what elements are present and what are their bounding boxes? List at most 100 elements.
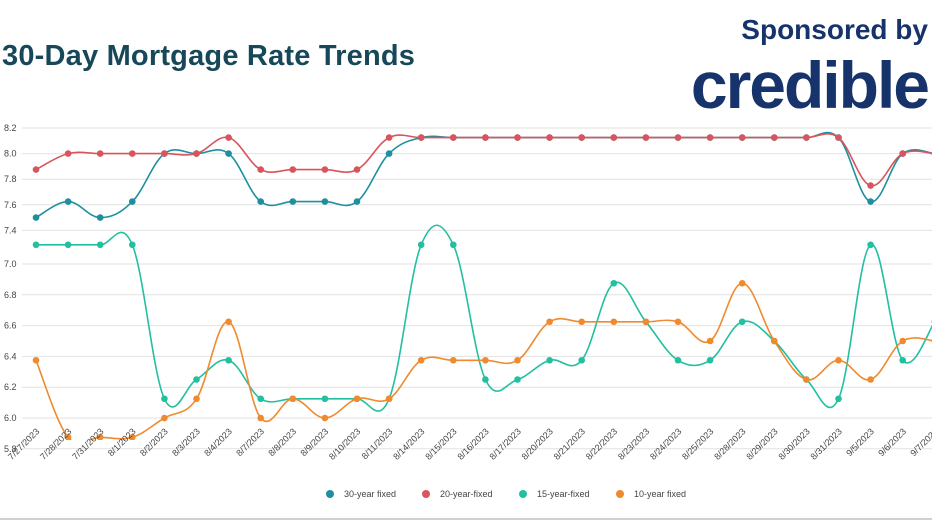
data-point — [899, 337, 906, 345]
data-point — [32, 214, 40, 221]
data-point — [514, 376, 521, 383]
data-point — [835, 134, 842, 141]
x-tick-label: 8/24/2023 — [648, 426, 683, 461]
data-point — [546, 134, 553, 141]
data-point — [385, 134, 393, 141]
data-point — [867, 241, 874, 249]
y-tick-label: 8.2 — [4, 123, 17, 133]
legend-label: 10-year fixed — [634, 489, 686, 499]
data-point — [674, 318, 682, 326]
data-point — [96, 214, 104, 221]
data-point — [610, 279, 618, 287]
data-point — [321, 395, 329, 403]
y-tick-label: 6.8 — [4, 290, 17, 300]
x-tick-label: 9/6/2023 — [876, 426, 908, 458]
data-point — [225, 134, 232, 141]
data-point — [417, 356, 425, 364]
x-tick-label: 8/21/2023 — [552, 426, 587, 461]
series-line — [35, 133, 932, 187]
x-tick-label: 9/7/2023 — [908, 426, 932, 458]
data-point — [803, 134, 810, 141]
x-tick-label: 8/22/2023 — [584, 426, 619, 461]
x-tick-label: 7/28/2023 — [38, 426, 73, 461]
data-point — [225, 318, 232, 326]
x-tick-label: 8/31/2023 — [809, 426, 844, 461]
x-tick-label: 8/23/2023 — [616, 426, 651, 461]
data-point — [385, 150, 393, 157]
data-point — [899, 150, 906, 157]
x-tick-label: 8/15/2023 — [423, 426, 458, 461]
data-point — [738, 318, 746, 326]
x-tick-label: 8/7/2023 — [234, 426, 266, 458]
data-point — [867, 376, 874, 383]
legend-label: 15-year-fixed — [537, 489, 590, 499]
data-point — [321, 166, 329, 173]
x-tick-label: 8/17/2023 — [488, 426, 523, 461]
data-point — [546, 356, 553, 364]
data-point — [257, 198, 265, 205]
data-point — [610, 134, 618, 141]
legend-label: 30-year fixed — [344, 489, 396, 499]
x-tick-label: 7/31/2023 — [70, 426, 105, 461]
y-tick-label: 6.4 — [4, 351, 17, 361]
x-tick-label: 8/10/2023 — [327, 426, 362, 461]
data-point — [353, 395, 361, 403]
series-line — [36, 224, 932, 412]
data-point — [803, 376, 810, 383]
data-point — [32, 241, 40, 249]
data-point — [867, 182, 874, 189]
legend-label: 20-year-fixed — [440, 489, 493, 499]
data-point — [578, 134, 585, 141]
data-point — [417, 134, 425, 141]
data-point — [96, 150, 104, 157]
data-point — [64, 198, 72, 205]
data-point — [289, 395, 297, 403]
sponsor-text: Sponsored by — [741, 14, 928, 45]
legend-marker — [616, 490, 624, 498]
data-point — [450, 241, 457, 249]
data-point — [482, 356, 489, 364]
legend-marker — [422, 490, 430, 498]
data-point — [450, 134, 457, 141]
data-point — [353, 166, 361, 173]
x-tick-label: 8/11/2023 — [360, 426, 395, 461]
data-point — [32, 356, 40, 364]
series-15-year-fixed — [32, 224, 932, 412]
data-point — [514, 134, 521, 141]
x-tick-label: 8/25/2023 — [680, 426, 715, 461]
series-line — [35, 282, 932, 440]
data-point — [674, 356, 682, 364]
brand-logo: credible — [690, 48, 930, 122]
data-point — [578, 356, 585, 364]
y-tick-label: 5.8 — [4, 444, 17, 454]
y-tick-label: 6.2 — [4, 382, 17, 392]
data-point — [482, 134, 489, 141]
chart-title: 30-Day Mortgage Rate Trends — [2, 40, 416, 72]
legend-marker — [326, 490, 334, 498]
x-tick-label: 8/28/2023 — [712, 426, 747, 461]
data-point — [32, 166, 40, 173]
data-point — [129, 433, 136, 440]
data-point — [289, 166, 297, 173]
data-point — [867, 198, 874, 205]
x-tick-label: 8/16/2023 — [455, 426, 490, 461]
data-point — [161, 414, 168, 422]
data-point — [835, 395, 842, 403]
data-point — [64, 150, 72, 157]
data-point — [450, 356, 457, 364]
data-point — [706, 337, 714, 345]
y-tick-label: 8.0 — [4, 149, 17, 159]
series-20-year-fixed — [32, 133, 932, 189]
y-tick-label: 7.6 — [4, 200, 17, 210]
data-point — [96, 241, 104, 249]
data-point — [161, 150, 168, 157]
series-30-year-fixed — [32, 131, 932, 221]
x-tick-label: 8/4/2023 — [202, 426, 234, 458]
data-point — [514, 356, 521, 364]
y-tick-label: 7.0 — [4, 259, 17, 269]
data-point — [738, 134, 746, 141]
data-point — [289, 198, 297, 205]
data-point — [899, 356, 906, 364]
data-point — [193, 150, 200, 157]
